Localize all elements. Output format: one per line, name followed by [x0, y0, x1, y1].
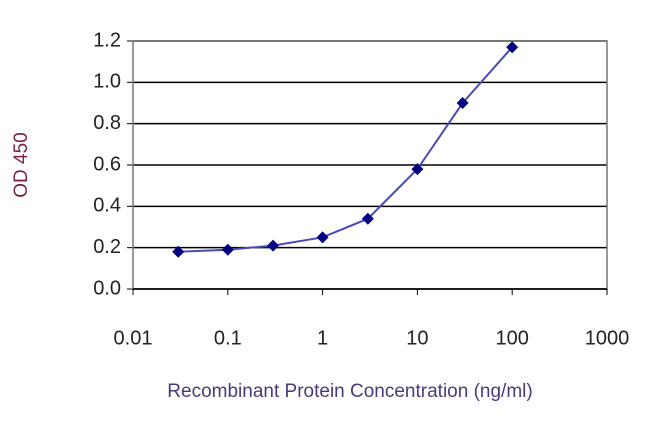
- y-tick-label: 0.4: [93, 195, 121, 217]
- data-point: [456, 97, 469, 109]
- y-axis-label: OD 450: [11, 132, 32, 197]
- series-line: [178, 46, 513, 253]
- data-point: [267, 239, 280, 252]
- data-point: [506, 41, 519, 54]
- y-tick-label: 0.8: [93, 112, 121, 134]
- data-point: [361, 212, 374, 225]
- y-tick-label: 1.0: [93, 71, 121, 93]
- x-tick-label: 0.01: [114, 327, 153, 349]
- y-tick-label: 0.2: [93, 236, 121, 258]
- x-tick-label: 100: [496, 327, 529, 349]
- x-tick-label: 0.1: [214, 327, 242, 349]
- x-tick-label: 1000: [585, 327, 630, 349]
- y-tick-label: 0.0: [93, 277, 121, 299]
- x-tick-label: 1: [317, 327, 328, 349]
- data-point: [411, 163, 424, 176]
- data-point: [221, 243, 234, 256]
- data-point: [316, 231, 329, 244]
- y-tick-label: 0.6: [93, 153, 121, 175]
- x-tick-label: 10: [406, 327, 428, 349]
- data-point: [172, 245, 185, 258]
- x-axis-label: Recombinant Protein Concentration (ng/ml…: [167, 381, 532, 402]
- y-tick-label: 1.2: [93, 29, 121, 51]
